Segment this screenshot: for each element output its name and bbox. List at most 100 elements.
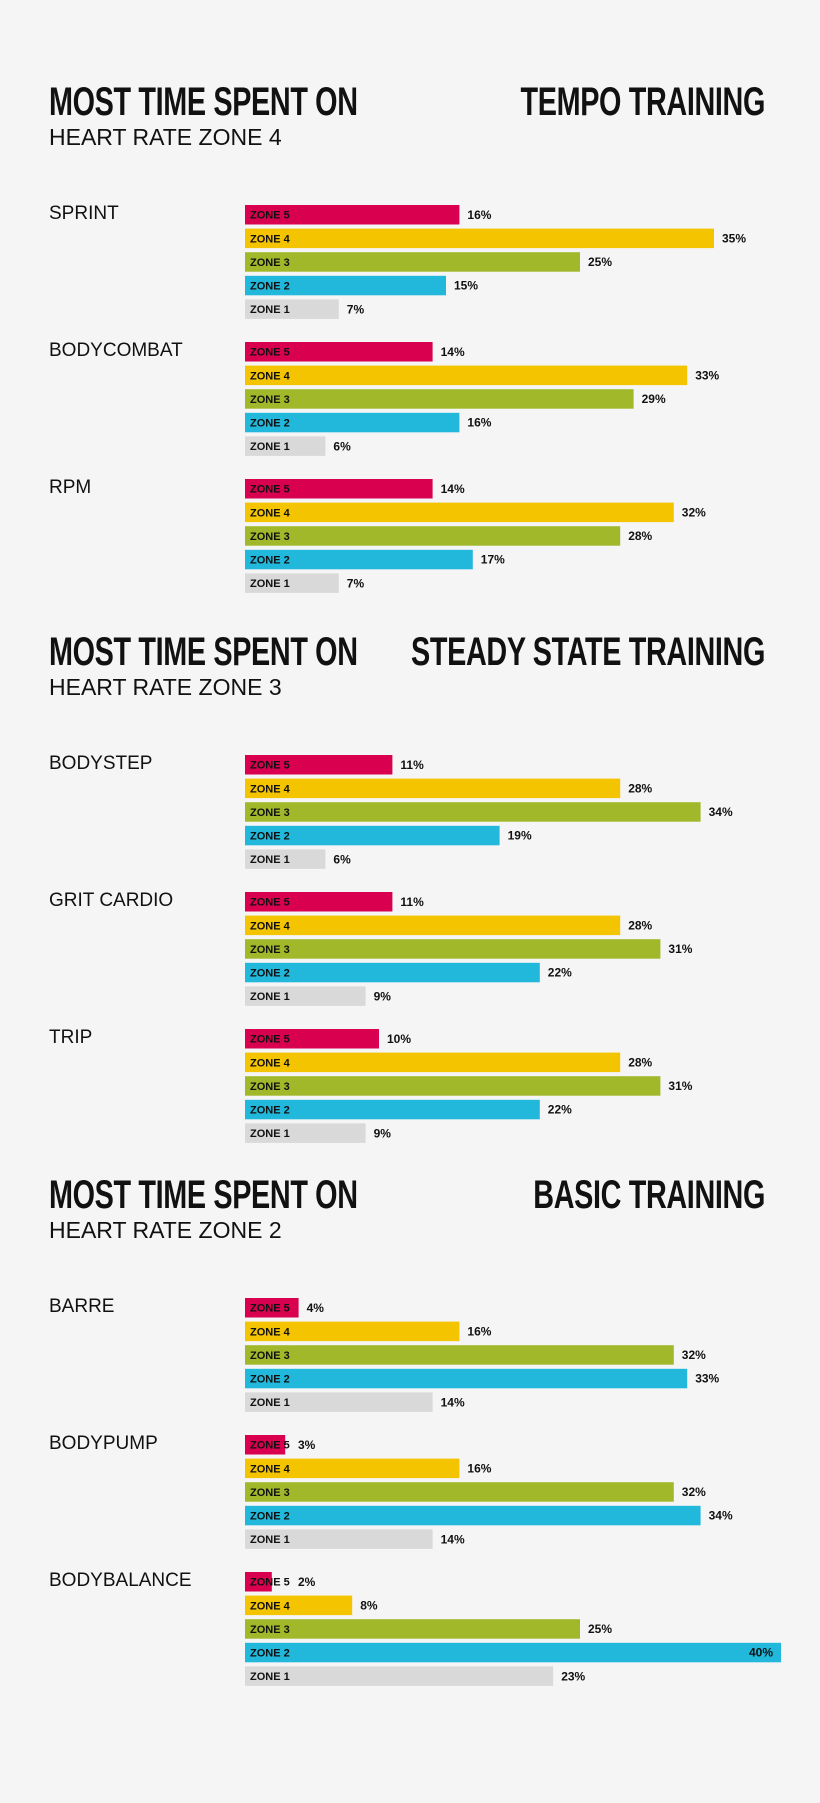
value-label: 28%	[628, 1056, 652, 1070]
bar	[245, 1392, 433, 1412]
zone-label: ZONE 1	[250, 1397, 290, 1409]
bar	[245, 962, 540, 983]
value-label: 31%	[668, 1079, 692, 1093]
bar	[245, 365, 688, 386]
zone-label: ZONE 5	[250, 897, 290, 909]
value-label: 34%	[709, 805, 733, 819]
class-name: TRIP	[49, 1027, 92, 1048]
value-label: 14%	[441, 345, 465, 359]
zone-label: ZONE 3	[250, 257, 290, 269]
value-label: 31%	[668, 942, 692, 956]
zone-label: ZONE 4	[250, 370, 291, 382]
section-subheading: HEART RATE ZONE 3	[49, 674, 282, 700]
value-label: 6%	[333, 852, 351, 866]
zone-label: ZONE 2	[250, 830, 290, 842]
bar	[245, 389, 634, 409]
value-label: 16%	[467, 208, 491, 222]
zone-label: ZONE 1	[250, 854, 290, 866]
value-label: 19%	[508, 829, 532, 843]
bar	[245, 1052, 621, 1073]
value-label: 22%	[548, 966, 572, 980]
value-label: 34%	[709, 1509, 733, 1523]
bar	[245, 849, 326, 869]
zone-label: ZONE 4	[250, 507, 291, 519]
zone-label: ZONE 5	[250, 1303, 290, 1315]
class-name: BODYCOMBAT	[49, 340, 183, 361]
bar	[245, 1505, 701, 1526]
value-label: 3%	[298, 1438, 316, 1452]
value-label: 28%	[628, 782, 652, 796]
bar	[245, 299, 339, 319]
value-label: 9%	[374, 1126, 392, 1140]
zone-label: ZONE 2	[250, 1510, 290, 1522]
section-heading: MOST TIME SPENT ON	[49, 629, 358, 674]
bar	[245, 412, 460, 433]
bar	[245, 1482, 674, 1502]
value-label: 25%	[588, 255, 612, 269]
training-group: STEADY STATE TRAINING	[411, 629, 765, 674]
training-type: STEADY STATE TRAINING	[411, 629, 765, 674]
value-label: 9%	[374, 989, 392, 1003]
section-heading: MOST TIME SPENT ON	[49, 79, 358, 124]
bar	[245, 436, 326, 456]
value-label: 11%	[400, 758, 424, 772]
value-label: 10%	[387, 1032, 411, 1046]
bar	[245, 802, 701, 822]
value-label: 6%	[333, 439, 351, 453]
value-label: 16%	[467, 416, 491, 430]
zone-label: ZONE 2	[250, 1373, 290, 1385]
zone-label: ZONE 5	[250, 1577, 290, 1589]
zone-label: ZONE 5	[250, 347, 290, 359]
zone-label: ZONE 2	[250, 1647, 290, 1659]
bar	[245, 986, 366, 1006]
bar	[245, 1076, 661, 1096]
bar	[245, 275, 446, 296]
zone-label: ZONE 4	[250, 233, 291, 245]
zone-label: ZONE 5	[250, 760, 290, 772]
class-name: BODYSTEP	[49, 753, 152, 774]
heading-group: MOST TIME SPENT ON	[49, 1172, 358, 1217]
class-name: BODYBALANCE	[49, 1570, 192, 1591]
zone-label: ZONE 2	[250, 554, 290, 566]
zone-label: ZONE 3	[250, 1081, 290, 1093]
bar	[245, 502, 674, 523]
bar	[245, 1298, 299, 1318]
value-label: 29%	[642, 392, 666, 406]
bar	[245, 1321, 460, 1342]
class-name: BARRE	[49, 1296, 114, 1317]
zone-label: ZONE 3	[250, 1624, 290, 1636]
bar	[245, 549, 473, 570]
section-subheading: HEART RATE ZONE 4	[49, 124, 282, 150]
class-name: RPM	[49, 477, 91, 498]
bar	[245, 252, 580, 272]
value-label: 33%	[695, 1372, 719, 1386]
bar	[245, 825, 500, 846]
bar	[245, 1529, 433, 1549]
value-label: 32%	[682, 1485, 706, 1499]
bar	[245, 1029, 379, 1049]
zone-label: ZONE 5	[250, 1440, 290, 1452]
zone-label: ZONE 1	[250, 1671, 290, 1683]
zone-label: ZONE 4	[250, 920, 291, 932]
zone-label: ZONE 4	[250, 1057, 291, 1069]
heading-group: MOST TIME SPENT ON	[49, 629, 358, 674]
zone-label: ZONE 2	[250, 1104, 290, 1116]
value-label: 33%	[695, 369, 719, 383]
bar	[245, 228, 714, 249]
training-type: BASIC TRAINING	[533, 1172, 765, 1217]
value-label: 28%	[628, 529, 652, 543]
bar	[245, 1642, 781, 1663]
bar	[245, 1572, 272, 1592]
bar	[245, 1368, 688, 1389]
value-label: 16%	[467, 1325, 491, 1339]
training-group: TEMPO TRAINING	[521, 79, 766, 124]
zone-label: ZONE 3	[250, 1487, 290, 1499]
bar	[245, 342, 433, 362]
bar	[245, 1666, 554, 1686]
value-label: 11%	[400, 895, 424, 909]
class-name: GRIT CARDIO	[49, 890, 173, 911]
value-label: 15%	[454, 279, 478, 293]
value-label: 16%	[467, 1462, 491, 1476]
